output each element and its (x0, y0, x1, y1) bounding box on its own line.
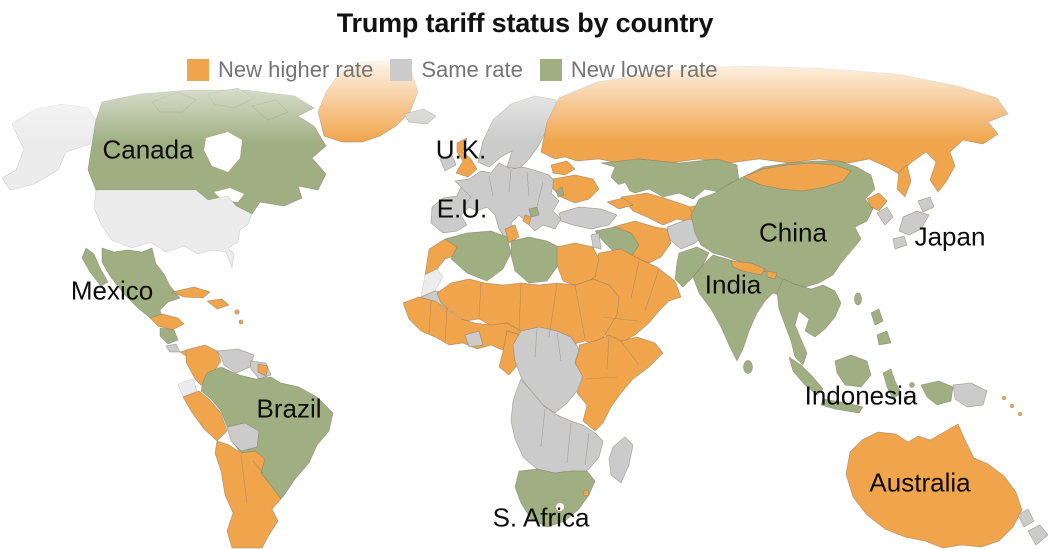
legend-label-higher: New higher rate (218, 57, 374, 82)
region-madagascar (608, 436, 634, 484)
region-caribbean (234, 309, 240, 315)
legend: New higher rate Same rate New lower rate (187, 57, 718, 83)
region-borneo (834, 354, 872, 388)
region-uk (455, 137, 478, 178)
page-title: Trump tariff status by country (336, 8, 714, 38)
region-south-africa (514, 468, 596, 528)
region-japan (892, 196, 935, 250)
region-west-papua (920, 380, 954, 406)
region-java (820, 398, 864, 414)
region-eu (430, 162, 562, 242)
region-eswatini (582, 489, 590, 497)
legend-item-lower: New lower rate (539, 57, 718, 83)
region-philippines (870, 308, 892, 346)
legend-swatch-same-icon (390, 59, 413, 81)
region-ireland (439, 154, 457, 172)
region-algeria (444, 230, 512, 282)
legend-label-lower: New lower rate (570, 57, 718, 82)
region-sulawesi (882, 368, 902, 400)
region-east-africa (574, 334, 664, 432)
region-indochina (776, 278, 842, 366)
region-sri-lanka (743, 360, 753, 374)
region-australia (845, 423, 1023, 549)
region-lesotho (556, 503, 564, 511)
region-moluccas (903, 395, 909, 401)
region-nicaragua (159, 327, 179, 345)
region-libya (510, 236, 560, 284)
legend-label-same: Same rate (421, 57, 523, 82)
legend-item-same: Same rate (390, 57, 523, 83)
region-moluccas (909, 382, 915, 388)
region-pacific-island (1001, 395, 1007, 401)
region-papua-new-guinea (952, 382, 988, 408)
region-new-zealand (1017, 508, 1049, 546)
region-belarus (550, 160, 576, 176)
region-alaska (1, 103, 97, 191)
region-serbia (528, 206, 540, 218)
legend-swatch-lower-icon (539, 59, 562, 81)
region-sumatra (788, 356, 824, 396)
region-pacific-island (1017, 411, 1023, 417)
region-mexico (81, 247, 181, 319)
region-costa-rica (165, 343, 181, 353)
legend-swatch-higher-icon (187, 59, 209, 81)
region-taiwan (854, 292, 862, 306)
region-turkey (558, 206, 618, 230)
region-caribbean (238, 319, 244, 325)
region-pacific-island (1009, 403, 1015, 409)
region-guatemala (149, 313, 185, 331)
legend-item-higher: New higher rate (187, 57, 373, 83)
region-hispaniola (206, 298, 230, 310)
